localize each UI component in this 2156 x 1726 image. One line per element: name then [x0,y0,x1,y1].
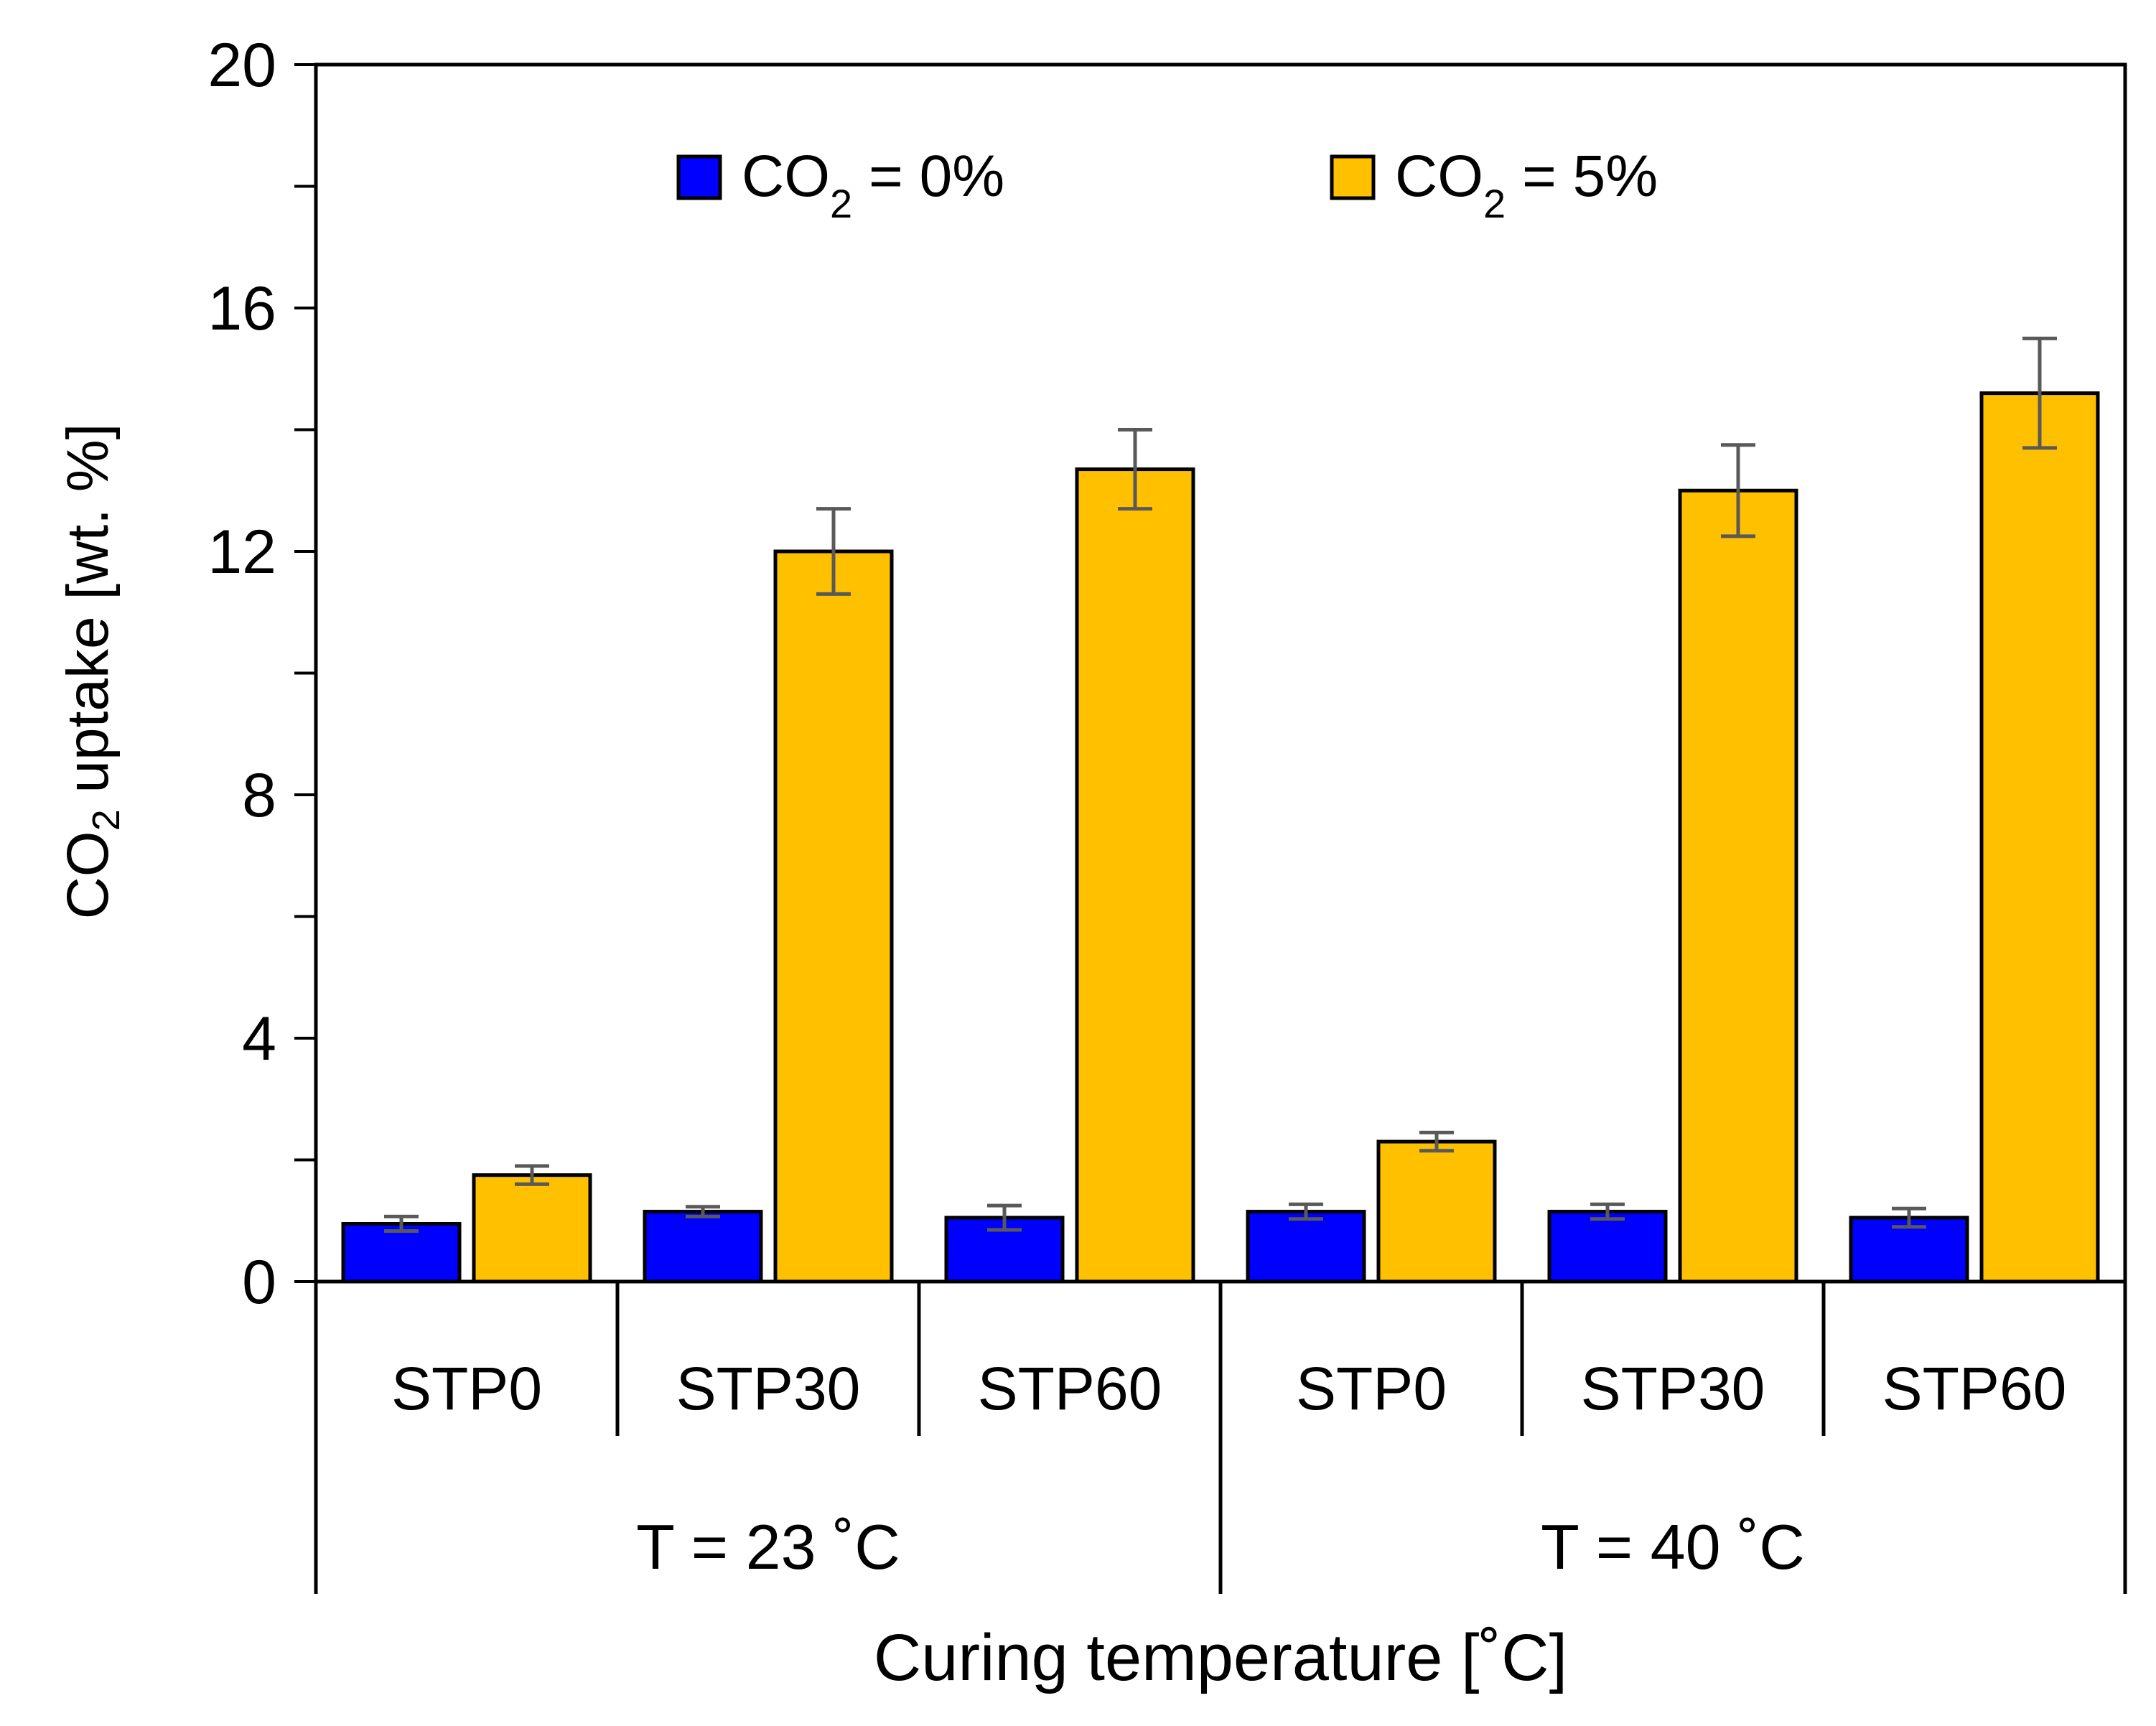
plot-frame [314,62,2127,1284]
bar-co2-5 [1376,1139,1497,1284]
x-category-label: STP60 [1882,1355,2067,1422]
y-axis-label-rest: uptake [wt. %] [55,424,121,810]
bars [341,391,2100,1284]
bar-co2-5 [1979,391,2100,1284]
x-category-label: STP0 [391,1355,542,1422]
x-category-label: STP60 [978,1355,1162,1422]
bar-co2-0 [341,1221,462,1284]
x-category-label: STP0 [1296,1355,1447,1422]
x-category-label: STP30 [676,1355,861,1422]
error-bars [384,336,2057,1233]
bar-co2-0 [643,1210,763,1284]
y-tick-label: 4 [242,1004,276,1073]
bar-co2-5 [1075,467,1195,1284]
x-group-label: T = 40 ˚C [1541,1511,1805,1582]
y-tick-label: 0 [242,1248,276,1317]
y-axis-label: CO2 uptake [wt. %] [55,424,128,920]
y-tick-label: 12 [207,518,276,587]
x-group-label: T = 23 ˚C [636,1511,900,1582]
x-category-label: STP30 [1581,1355,1765,1422]
y-tick-label: 8 [242,761,276,830]
x-axis-categories: STP0 STP30 STP60 T = 23 ˚C STP0 STP30 STP60 T =… [314,1282,2127,1594]
legend-swatch-co2-0 [676,154,722,200]
x-axis-label: Curing temperature [˚C] [874,1621,1567,1694]
y-tick-label: 16 [207,274,276,343]
y-axis-label-sub: 2 [85,809,128,831]
bar-co2-0 [1547,1210,1668,1284]
legend-label-main: CO [1395,144,1483,209]
legend-label-rest: = 0% [852,144,1004,209]
plot-border [314,62,2127,1284]
bar-co2-0 [1246,1210,1366,1284]
bar-co2-5 [1678,488,1798,1284]
legend-swatch-co2-5 [1330,154,1376,200]
legend-label-main: CO [742,144,830,209]
legend-label-sub: 2 [1483,181,1506,226]
y-axis-label-main: CO [55,831,121,919]
legend-label-co2-5: CO2 = 5% [1395,144,1658,226]
legend-label-rest: = 5% [1506,144,1658,209]
y-axis-ticks: 0 4 8 12 16 20 [207,31,316,1317]
legend-label-sub: 2 [830,181,852,226]
bar-co2-5 [773,549,894,1284]
bar-co2-5 [472,1173,592,1284]
y-tick-label: 20 [207,31,276,100]
legend: CO2 = 0% CO2 = 5% [676,144,1658,226]
legend-label-co2-0: CO2 = 0% [742,144,1004,226]
